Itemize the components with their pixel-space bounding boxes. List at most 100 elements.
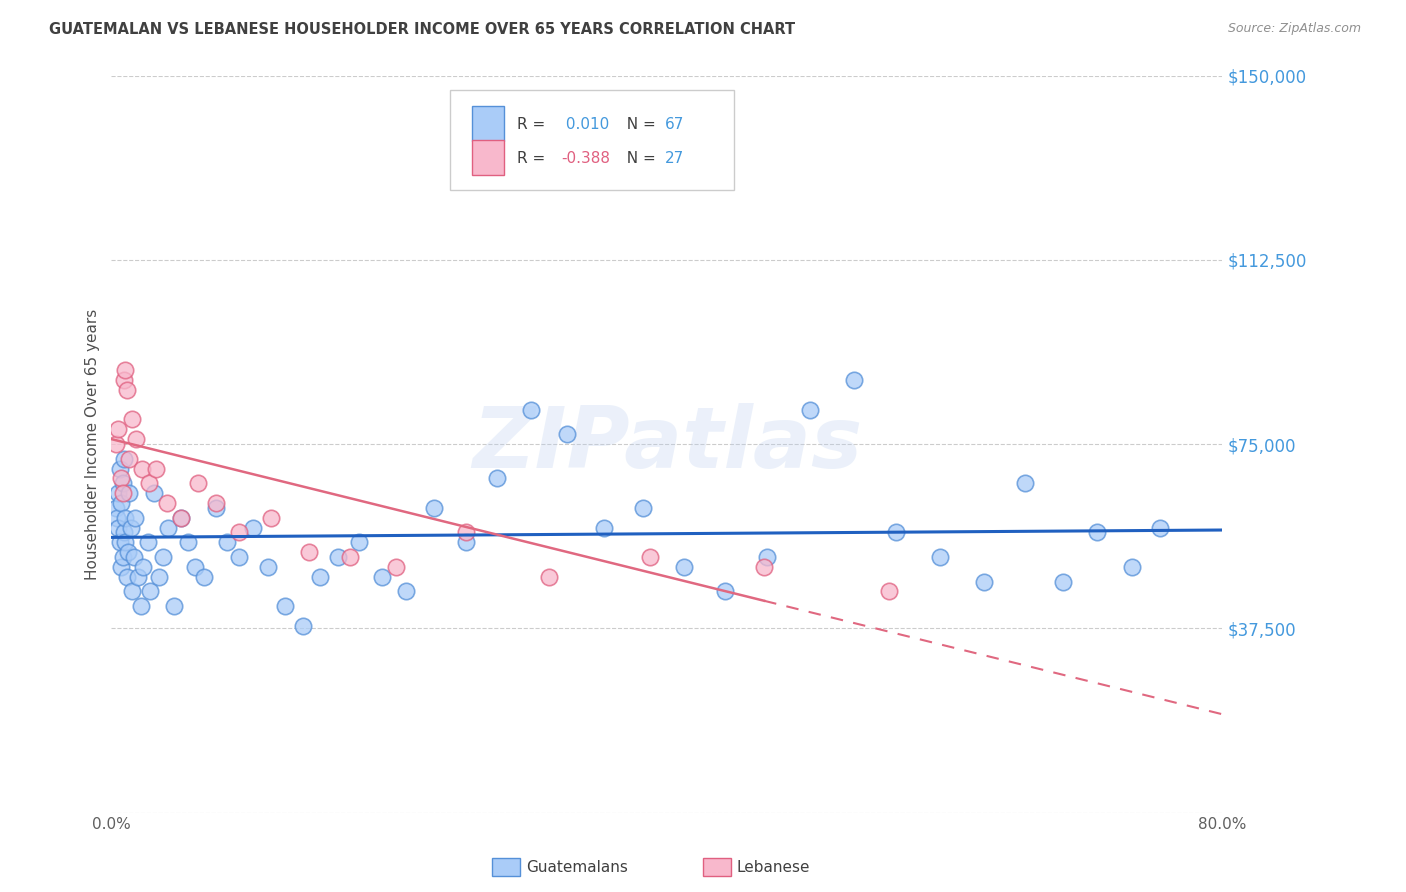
Point — [454, 535, 477, 549]
Point — [114, 363, 136, 377]
Point — [204, 496, 226, 510]
Point — [593, 520, 616, 534]
Point — [110, 496, 132, 510]
FancyBboxPatch shape — [450, 90, 734, 190]
Point — [132, 559, 155, 574]
Point — [752, 559, 775, 574]
Point — [111, 476, 134, 491]
Point — [1014, 476, 1036, 491]
Point — [127, 570, 149, 584]
Text: R =: R = — [517, 152, 550, 166]
Point — [110, 559, 132, 574]
Point — [973, 574, 995, 589]
Point — [111, 486, 134, 500]
Point — [125, 432, 148, 446]
Point — [454, 525, 477, 540]
Text: 67: 67 — [665, 118, 685, 132]
Point — [111, 549, 134, 564]
Point — [120, 520, 142, 534]
Point — [143, 486, 166, 500]
Point — [633, 500, 655, 515]
Point — [107, 422, 129, 436]
Text: Lebanese: Lebanese — [737, 861, 810, 875]
Point — [121, 584, 143, 599]
Point — [118, 451, 141, 466]
Text: GUATEMALAN VS LEBANESE HOUSEHOLDER INCOME OVER 65 YEARS CORRELATION CHART: GUATEMALAN VS LEBANESE HOUSEHOLDER INCOM… — [49, 22, 796, 37]
Point — [395, 584, 418, 599]
Point — [105, 510, 128, 524]
Point — [148, 570, 170, 584]
Point — [308, 570, 330, 584]
Text: Source: ZipAtlas.com: Source: ZipAtlas.com — [1227, 22, 1361, 36]
Point — [163, 599, 186, 614]
Point — [139, 584, 162, 599]
Point — [157, 520, 180, 534]
Point — [555, 427, 578, 442]
Point — [115, 383, 138, 397]
Point — [112, 525, 135, 540]
Point — [844, 373, 866, 387]
Point — [121, 412, 143, 426]
Point — [170, 510, 193, 524]
Point — [108, 461, 131, 475]
Point — [297, 545, 319, 559]
Point — [138, 476, 160, 491]
Point — [385, 559, 408, 574]
Text: -0.388: -0.388 — [561, 152, 610, 166]
Point — [638, 549, 661, 564]
Text: 0.010: 0.010 — [561, 118, 610, 132]
Point — [347, 535, 370, 549]
Point — [1121, 559, 1143, 574]
Point — [877, 584, 900, 599]
Point — [104, 500, 127, 515]
Text: ZIPatlas: ZIPatlas — [472, 402, 862, 485]
Point — [118, 486, 141, 500]
Point — [193, 570, 215, 584]
Point — [131, 461, 153, 475]
FancyBboxPatch shape — [472, 140, 503, 175]
Point — [122, 549, 145, 564]
Point — [1052, 574, 1074, 589]
Point — [260, 510, 283, 524]
Point — [108, 535, 131, 549]
Point — [177, 535, 200, 549]
Point — [292, 619, 315, 633]
Y-axis label: Householder Income Over 65 years: Householder Income Over 65 years — [86, 309, 100, 580]
Point — [884, 525, 907, 540]
Point — [110, 471, 132, 485]
Point — [114, 535, 136, 549]
Point — [115, 570, 138, 584]
Point — [929, 549, 952, 564]
Point — [228, 525, 250, 540]
Point — [170, 510, 193, 524]
Point — [520, 402, 543, 417]
Point — [228, 549, 250, 564]
Text: N =: N = — [617, 152, 661, 166]
Point — [371, 570, 394, 584]
Point — [186, 476, 208, 491]
Point — [107, 520, 129, 534]
Point — [156, 496, 179, 510]
Point — [114, 510, 136, 524]
Point — [112, 373, 135, 387]
Point — [129, 599, 152, 614]
Point — [117, 545, 139, 559]
Point — [1149, 520, 1171, 534]
Point — [326, 549, 349, 564]
Point — [242, 520, 264, 534]
Point — [136, 535, 159, 549]
Point — [274, 599, 297, 614]
Point — [112, 451, 135, 466]
Point — [1087, 525, 1109, 540]
Point — [422, 500, 444, 515]
Point — [184, 559, 207, 574]
Point — [145, 461, 167, 475]
Point — [486, 471, 509, 485]
Point — [339, 549, 361, 564]
Point — [755, 549, 778, 564]
Text: Guatemalans: Guatemalans — [526, 861, 627, 875]
Point — [204, 500, 226, 515]
Point — [124, 510, 146, 524]
Point — [799, 402, 821, 417]
Point — [714, 584, 737, 599]
